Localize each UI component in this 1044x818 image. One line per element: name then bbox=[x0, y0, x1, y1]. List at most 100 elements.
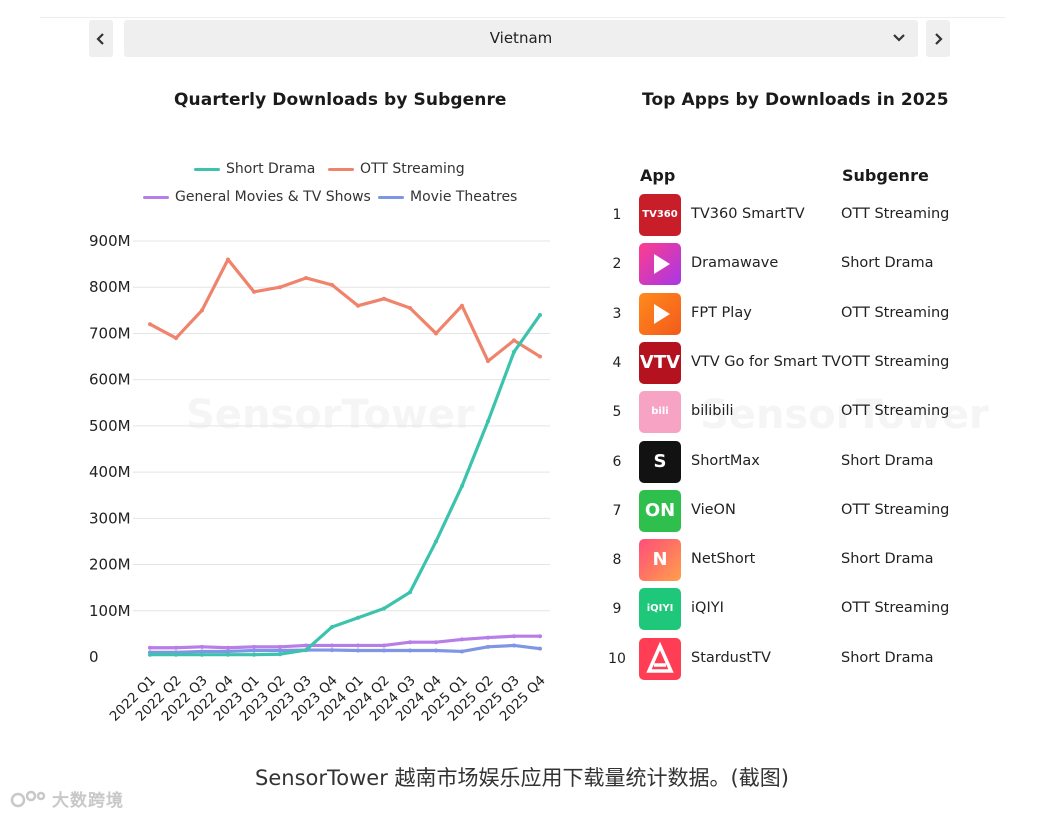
table-row-subgenre: OTT Streaming bbox=[841, 501, 950, 518]
y-tick-label: 100M bbox=[89, 602, 131, 620]
table-row-rank: 7 bbox=[612, 502, 622, 519]
data-point bbox=[174, 645, 178, 650]
data-point bbox=[538, 354, 542, 359]
data-point bbox=[512, 349, 516, 354]
brand-mark: 大数跨境 bbox=[10, 786, 124, 811]
data-point bbox=[252, 648, 256, 653]
table-header-subgenre: Subgenre bbox=[842, 166, 929, 185]
brand-logo-icon bbox=[10, 790, 46, 807]
table-row-rank: 8 bbox=[612, 552, 622, 569]
y-tick-label: 800M bbox=[89, 278, 131, 296]
data-point bbox=[538, 634, 542, 639]
data-point bbox=[408, 640, 412, 645]
top-divider bbox=[40, 17, 1005, 18]
table-row-app-name: FPT Play bbox=[691, 304, 752, 321]
y-tick-label: 600M bbox=[89, 371, 131, 389]
table-row-app-name: VieON bbox=[691, 501, 736, 518]
data-point bbox=[460, 303, 464, 308]
chevron-left-icon bbox=[96, 32, 104, 45]
y-tick-label: 900M bbox=[89, 232, 131, 250]
legend-label-theatres: Movie Theatres bbox=[410, 189, 518, 205]
app-icon-text: S bbox=[653, 450, 667, 472]
data-point bbox=[486, 359, 490, 364]
data-point bbox=[330, 643, 334, 648]
data-point bbox=[460, 637, 464, 642]
data-point bbox=[304, 275, 308, 280]
data-point bbox=[512, 643, 516, 648]
table-row-subgenre: Short Drama bbox=[841, 551, 934, 568]
table-row-subgenre: OTT Streaming bbox=[841, 600, 950, 617]
data-point bbox=[148, 645, 152, 650]
selected-country: Vietnam bbox=[489, 29, 553, 47]
series-line-short-drama bbox=[148, 313, 542, 657]
y-tick-label: 400M bbox=[89, 463, 131, 481]
table-row-subgenre: OTT Streaming bbox=[841, 304, 950, 321]
data-point bbox=[512, 634, 516, 639]
data-point bbox=[200, 649, 204, 654]
y-tick-label: 200M bbox=[89, 556, 131, 574]
legend-label-general: General Movies & TV Shows bbox=[175, 189, 371, 205]
table-row-rank: 3 bbox=[612, 305, 622, 322]
data-point bbox=[434, 331, 438, 336]
table-row-subgenre: Short Drama bbox=[841, 649, 934, 666]
data-point bbox=[330, 648, 334, 653]
prev-country-button[interactable] bbox=[89, 20, 113, 57]
netshort-icon: N bbox=[639, 539, 681, 582]
data-point bbox=[460, 649, 464, 654]
data-point bbox=[538, 312, 542, 317]
table-row-app-name: bilibili bbox=[691, 403, 734, 420]
data-point bbox=[434, 539, 438, 544]
y-tick-label: 300M bbox=[89, 509, 131, 527]
table-row-app-name: iQIYI bbox=[691, 600, 724, 617]
table-row-rank: 1 bbox=[612, 207, 622, 223]
iqiyi-icon: iQIYI bbox=[639, 588, 681, 631]
table-title: Top Apps by Downloads in 2025 bbox=[642, 90, 949, 110]
data-point bbox=[356, 648, 360, 653]
data-point bbox=[356, 615, 360, 620]
y-tick-label: 700M bbox=[89, 324, 131, 342]
data-point bbox=[330, 624, 334, 629]
table-row-rank: 4 bbox=[612, 354, 622, 371]
table-row-rank: 5 bbox=[612, 404, 622, 421]
data-point bbox=[408, 648, 412, 653]
data-point bbox=[512, 338, 516, 343]
table-header-app: App bbox=[640, 166, 676, 185]
app-icon-text: iQIYI bbox=[646, 603, 674, 615]
image-caption: SensorTower 越南市场娱乐应用下载量统计数据。(截图) bbox=[255, 766, 789, 790]
table-row-rank: 6 bbox=[612, 453, 622, 470]
country-select[interactable]: Vietnam bbox=[124, 20, 918, 57]
data-point bbox=[226, 257, 230, 262]
app-icon-text: N bbox=[652, 549, 668, 571]
table-row-rank: 2 bbox=[612, 256, 622, 273]
legend-general-movies: General Movies & TV Shows bbox=[143, 189, 371, 205]
data-point bbox=[148, 652, 152, 657]
data-point bbox=[252, 644, 256, 649]
fpt-play-icon bbox=[639, 292, 681, 335]
data-point bbox=[226, 649, 230, 654]
data-point bbox=[486, 419, 490, 424]
data-point bbox=[382, 296, 386, 301]
y-tick-label: 0 bbox=[89, 648, 99, 666]
data-point bbox=[278, 285, 282, 290]
table-row-app-name: ShortMax bbox=[691, 452, 760, 469]
legend-label-short-drama: Short Drama bbox=[226, 161, 316, 177]
data-point bbox=[382, 643, 386, 648]
table-row-rank: 9 bbox=[612, 601, 622, 618]
data-point bbox=[434, 648, 438, 653]
table-row-subgenre: OTT Streaming bbox=[841, 353, 950, 370]
next-country-button[interactable] bbox=[926, 20, 950, 57]
table-row-app-name: NetShort bbox=[691, 551, 756, 568]
table-row-subgenre: OTT Streaming bbox=[841, 403, 950, 420]
legend-movie-theatres: Movie Theatres bbox=[378, 189, 517, 205]
chevron-right-icon bbox=[935, 32, 943, 45]
data-point bbox=[226, 645, 230, 650]
data-point bbox=[278, 644, 282, 649]
data-point bbox=[356, 303, 360, 308]
data-point bbox=[200, 644, 204, 649]
bilibili-icon: bili bbox=[639, 391, 681, 434]
data-point bbox=[460, 483, 464, 488]
data-point bbox=[200, 652, 204, 657]
shortmax-icon: S bbox=[639, 440, 681, 483]
dramawave-icon bbox=[639, 243, 681, 286]
